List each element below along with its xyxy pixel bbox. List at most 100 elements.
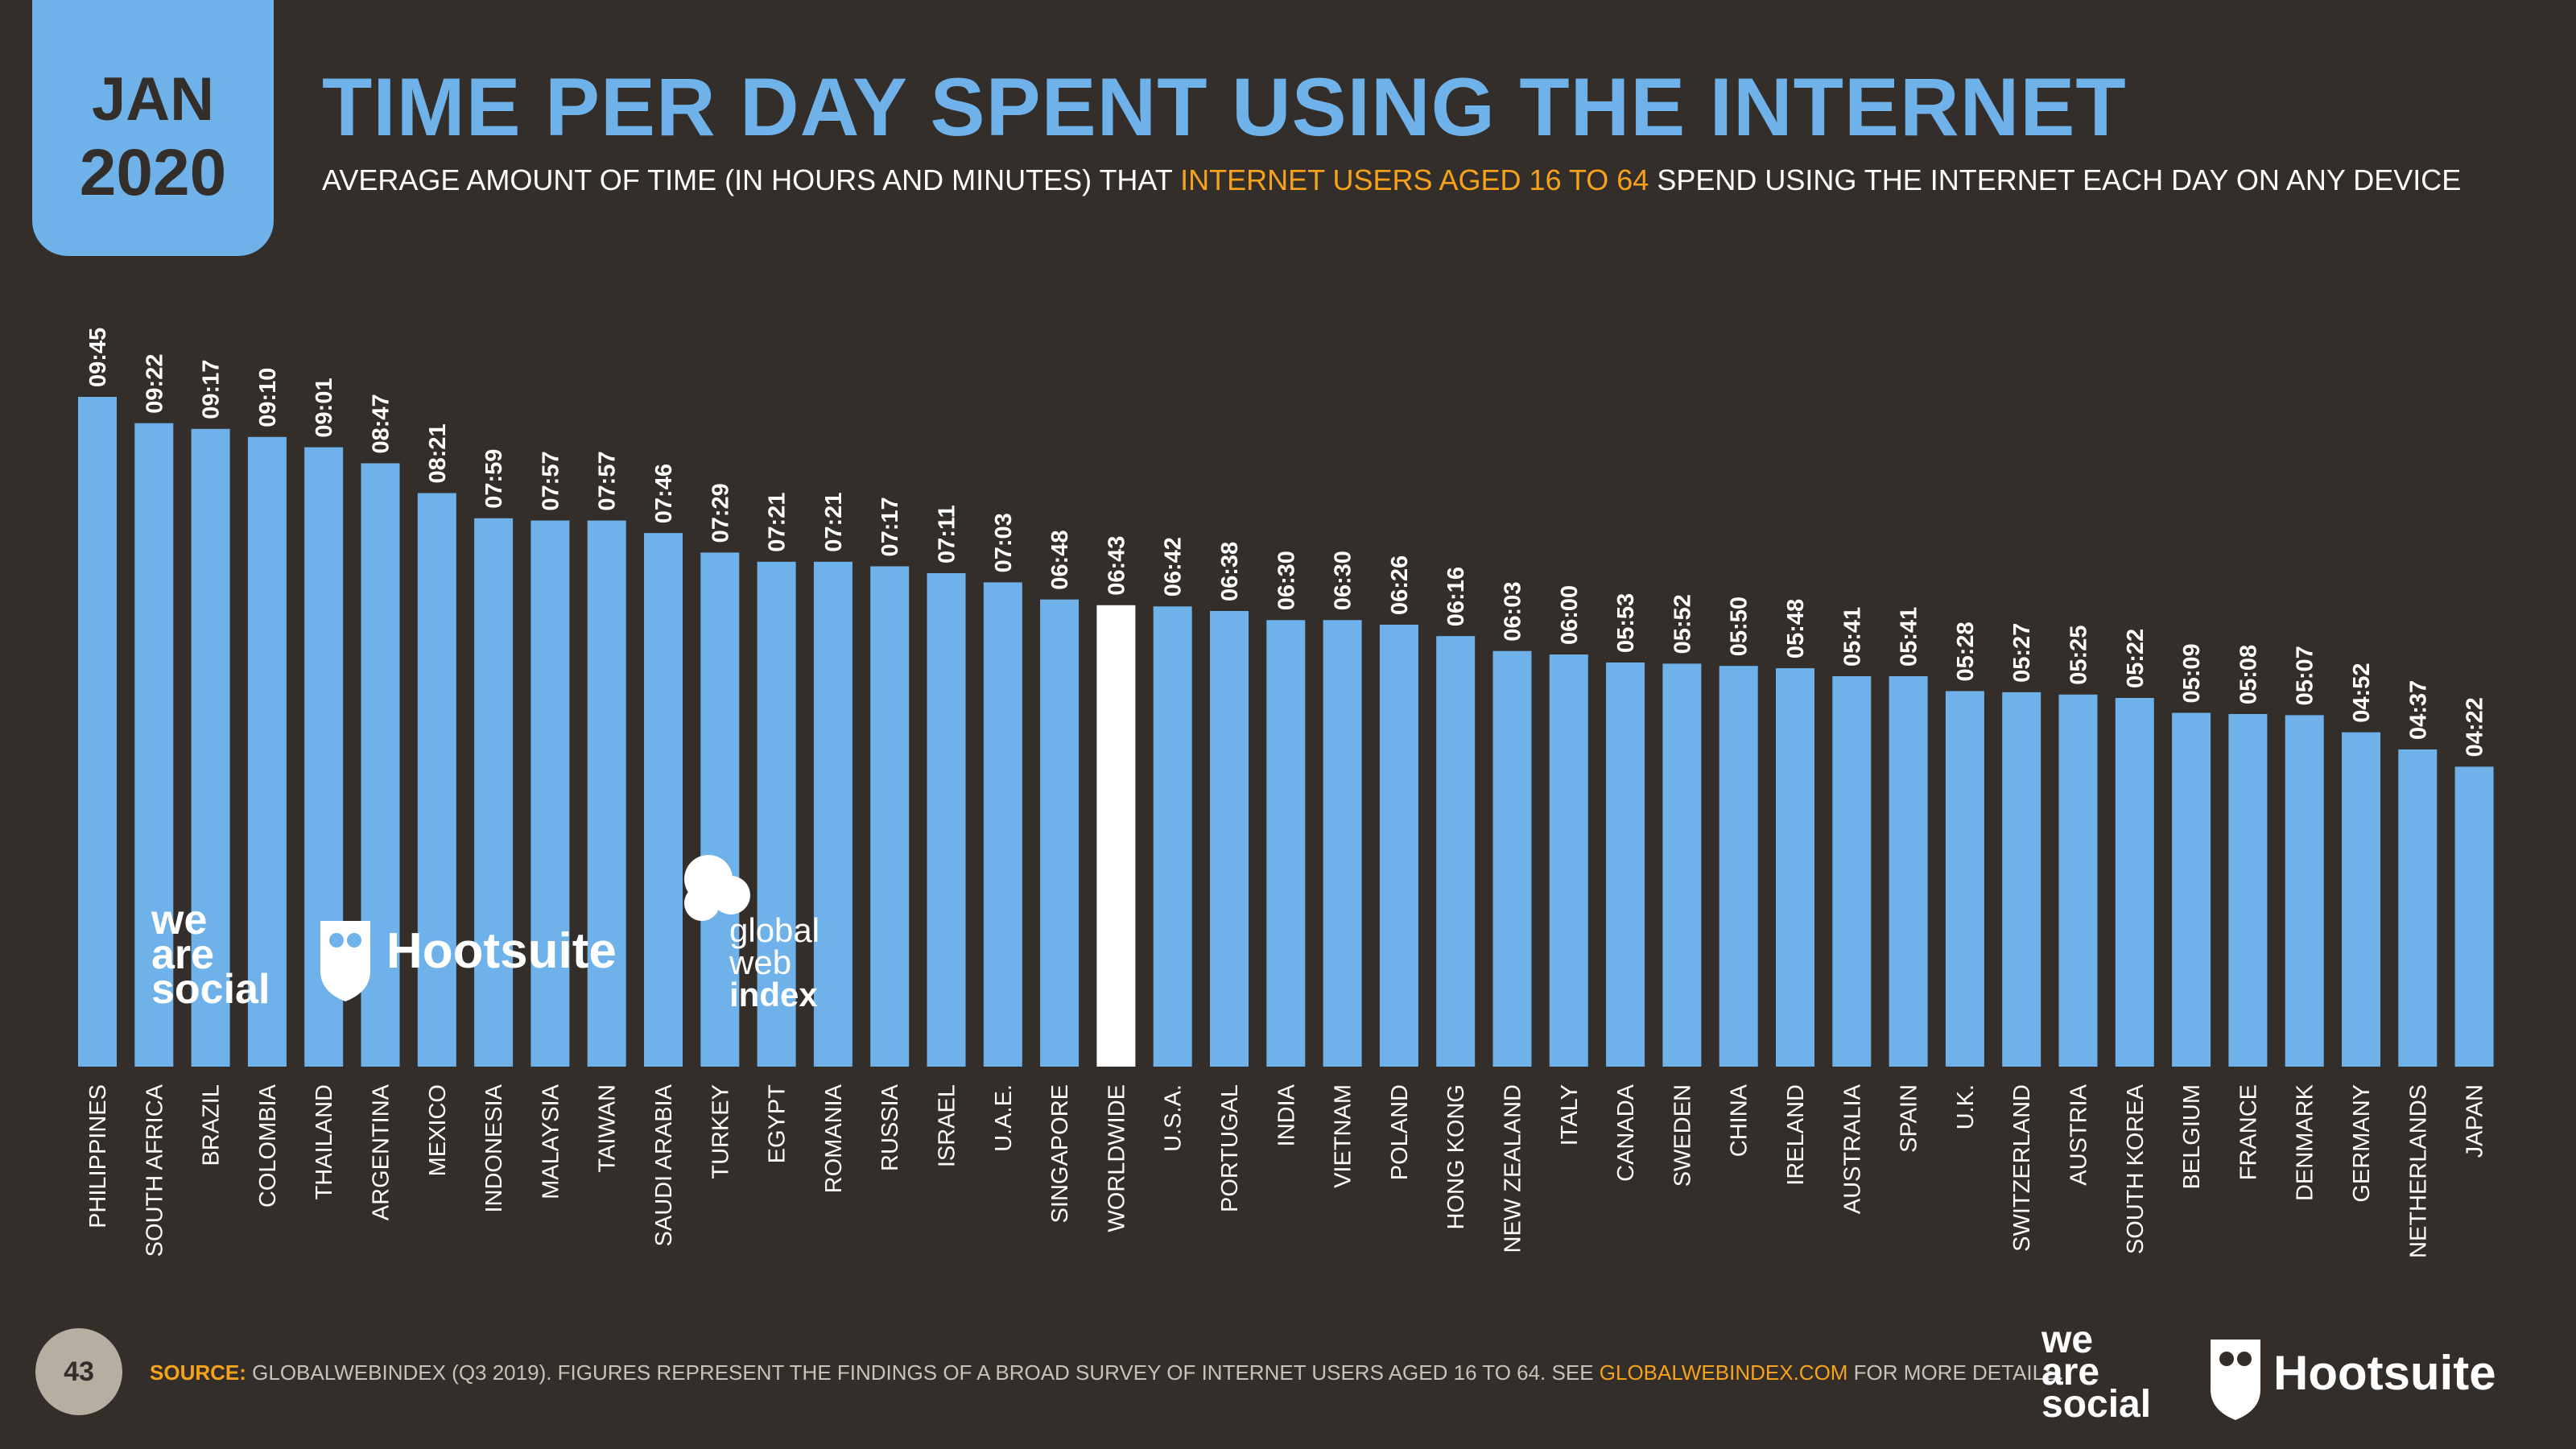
value-label: 05:07: [2293, 646, 2318, 705]
footer-logos: we are social Hootsuite: [2041, 1319, 2496, 1425]
category-label: RUSSIA: [877, 1084, 903, 1171]
we-are-social-logo: we are social: [151, 897, 270, 1013]
value-label: 06:03: [1501, 582, 1526, 642]
category-label: EGYPT: [765, 1084, 791, 1164]
category-label: IRELAND: [1783, 1084, 1809, 1186]
logo-web: web: [729, 943, 791, 981]
footer-owl-icon: [2211, 1340, 2260, 1420]
category-label: AUSTRALIA: [1839, 1084, 1865, 1214]
value-label: 07:57: [538, 451, 564, 510]
category-label: PORTUGAL: [1217, 1084, 1243, 1212]
value-label: 07:59: [481, 449, 507, 509]
category-label: SWITZERLAND: [2009, 1084, 2035, 1252]
value-label: 07:03: [991, 513, 1017, 572]
value-label: 06:30: [1331, 551, 1356, 610]
bar-canada: [1606, 663, 1645, 1067]
category-label: INDONESIA: [481, 1084, 507, 1212]
category-label: BELGIUM: [2179, 1084, 2205, 1190]
category-label: U.S.A.: [1161, 1084, 1187, 1152]
source-link[interactable]: GLOBALWEBINDEX.COM: [1599, 1360, 1848, 1385]
bars-group: 09:45 PHILIPPINES 09:22 SOUTH AFRICA 09:17 BR…: [78, 328, 2494, 1258]
bar-south-africa: [134, 423, 174, 1067]
category-label: SINGAPORE: [1047, 1084, 1073, 1223]
bar-malaysia: [530, 520, 570, 1067]
date-month: JAN: [91, 65, 215, 134]
chart-subtitle: AVERAGE AMOUNT OF TIME (IN HOURS AND MIN…: [322, 166, 2461, 195]
footer-logo-we: we: [2041, 1319, 2093, 1361]
bar-denmark: [2285, 715, 2324, 1067]
bar-hong-kong: [1436, 636, 1476, 1067]
bar-turkey: [700, 552, 740, 1067]
value-label: 07:29: [708, 483, 733, 543]
value-label: 05:41: [1897, 607, 1922, 667]
value-label: 05:25: [2066, 625, 2092, 685]
value-label: 05:48: [1783, 599, 1809, 658]
category-label: NETHERLANDS: [2405, 1084, 2431, 1258]
bar-philippines: [78, 397, 117, 1067]
category-label: SPAIN: [1897, 1084, 1922, 1153]
bar-singapore: [1040, 599, 1080, 1067]
source-end: FOR MORE DETAILS.: [1847, 1360, 2064, 1385]
bar-saudi-arabia: [644, 533, 683, 1067]
category-label: TURKEY: [708, 1084, 733, 1179]
category-label: ISRAEL: [935, 1084, 960, 1167]
chart-logos: we are social Hootsuite global web index: [151, 855, 819, 1013]
bar-indonesia: [474, 518, 514, 1067]
bar-mexico: [417, 493, 456, 1067]
value-label: 05:28: [1953, 621, 1979, 681]
bar-netherlands: [2398, 749, 2438, 1067]
bar-poland: [1379, 625, 1418, 1067]
value-label: 07:11: [935, 505, 960, 564]
value-label: 04:52: [2349, 663, 2375, 723]
bar-portugal: [1210, 611, 1249, 1067]
value-label: 05:09: [2179, 643, 2205, 703]
category-label: HONG KONG: [1443, 1084, 1469, 1229]
category-label: INDIA: [1274, 1084, 1299, 1146]
bar-colombia: [247, 436, 287, 1067]
owl-icon: [320, 921, 370, 1001]
date-tab: JAN 2020: [32, 0, 274, 256]
subtitle-pre: AVERAGE AMOUNT OF TIME (IN HOURS AND MIN…: [322, 163, 1181, 196]
value-label: 05:53: [1613, 593, 1639, 653]
category-label: CHINA: [1727, 1084, 1752, 1157]
category-label: MEXICO: [425, 1084, 451, 1176]
value-label: 06:30: [1274, 551, 1299, 610]
bar-india: [1266, 620, 1306, 1067]
category-label: GERMANY: [2349, 1084, 2375, 1203]
category-label: ITALY: [1557, 1084, 1583, 1146]
value-label: 06:43: [1104, 536, 1129, 596]
category-label: SOUTH AFRICA: [142, 1084, 167, 1257]
category-label: AUSTRIA: [2066, 1084, 2092, 1185]
date-year: 2020: [79, 136, 227, 209]
globalwebindex-logo: global web index: [684, 855, 819, 1013]
bar-sweden: [1662, 663, 1702, 1067]
category-label: U.K.: [1953, 1084, 1979, 1129]
value-label: 06:00: [1557, 585, 1583, 645]
bar-china: [1719, 666, 1758, 1067]
footer-we-are-social-logo: we are social: [2041, 1319, 2151, 1425]
value-label: 08:21: [425, 423, 451, 483]
bar-south-korea: [2115, 698, 2154, 1067]
category-label: NEW ZEALAND: [1501, 1084, 1526, 1253]
category-label: SAUDI ARABIA: [651, 1084, 677, 1246]
value-label: 05:08: [2235, 645, 2261, 704]
footer-logo-are: are: [2041, 1351, 2099, 1393]
value-label: 04:22: [2462, 697, 2488, 757]
bar-brazil: [191, 428, 230, 1067]
value-label: 07:17: [877, 497, 903, 556]
category-label: DENMARK: [2293, 1084, 2318, 1201]
category-label: SOUTH KOREA: [2123, 1084, 2149, 1254]
category-label: PHILIPPINES: [85, 1084, 111, 1228]
value-label: 06:38: [1217, 542, 1243, 601]
logo-index: index: [729, 976, 818, 1013]
value-label: 09:45: [85, 328, 111, 387]
logo-are: are: [151, 931, 214, 978]
bar-belgium: [2172, 712, 2211, 1067]
value-label: 07:21: [821, 493, 847, 552]
bar-u-a-e: [983, 582, 1022, 1067]
bar-worldwide: [1096, 605, 1136, 1067]
logo-social: social: [151, 966, 270, 1013]
bar-switzerland: [2002, 691, 2041, 1067]
subtitle-highlight: INTERNET USERS AGED 16 TO 64: [1180, 163, 1649, 196]
value-label: 05:27: [2009, 623, 2035, 683]
